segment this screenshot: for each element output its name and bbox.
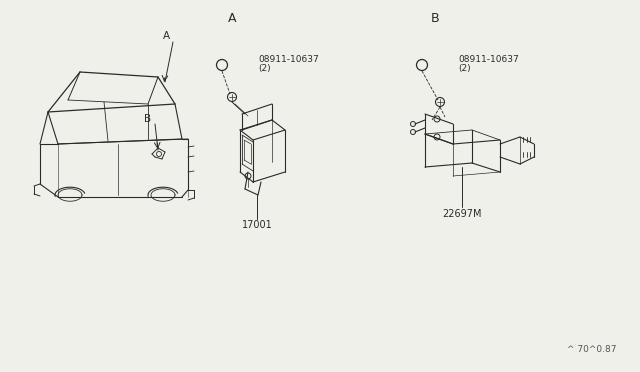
Circle shape bbox=[216, 60, 227, 71]
Text: B: B bbox=[145, 114, 152, 124]
Text: 08911-10637: 08911-10637 bbox=[258, 55, 319, 64]
Text: 22697M: 22697M bbox=[442, 209, 482, 219]
Text: 08911-10637: 08911-10637 bbox=[458, 55, 519, 64]
Text: (2): (2) bbox=[458, 64, 470, 73]
Text: ^ 70^0.87: ^ 70^0.87 bbox=[567, 346, 617, 355]
Text: B: B bbox=[431, 12, 439, 25]
Text: A: A bbox=[163, 31, 170, 41]
Text: N: N bbox=[219, 61, 225, 70]
Text: A: A bbox=[228, 12, 236, 25]
Circle shape bbox=[417, 60, 428, 71]
Text: (2): (2) bbox=[258, 64, 271, 73]
Text: 17001: 17001 bbox=[242, 220, 273, 230]
Text: N: N bbox=[419, 61, 425, 70]
